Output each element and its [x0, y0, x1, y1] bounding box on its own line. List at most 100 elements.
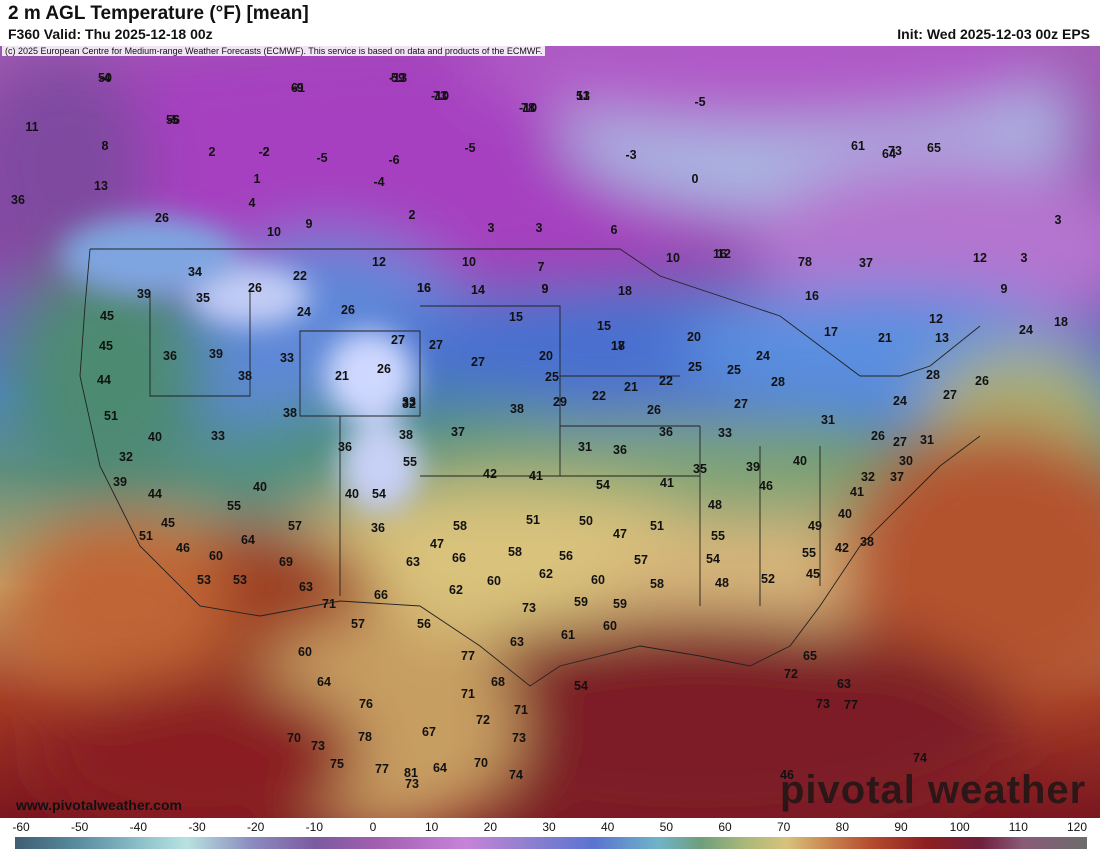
temperature-value: 36: [659, 425, 673, 439]
temperature-value: -10: [519, 101, 537, 115]
temperature-value: 47: [613, 527, 627, 541]
temperature-value: 73: [512, 731, 526, 745]
political-boundaries: [79, 248, 981, 687]
temperature-value: 16: [805, 289, 819, 303]
temperature-value: 45: [806, 567, 820, 581]
temperature-value: 40: [793, 454, 807, 468]
colorbar-tick: -50: [70, 820, 89, 834]
temperature-value: 44: [97, 373, 111, 387]
temperature-value: 36: [613, 443, 627, 457]
temperature-value: 73: [816, 697, 830, 711]
valid-time: F360 Valid: Thu 2025-12-18 00z: [8, 26, 213, 42]
temperature-value: 40: [345, 487, 359, 501]
temperature-value: 12: [929, 312, 943, 326]
temperature-value: 55: [227, 499, 241, 513]
temperature-value: 26: [341, 303, 355, 317]
temperature-value: 9: [542, 282, 549, 296]
temperature-value: 26: [975, 374, 989, 388]
temperature-value: 57: [634, 553, 648, 567]
colorbar: -60 -50 -40 -30 -20 -10 0 10 20 30 40 50 60 70 80 90 100…: [0, 818, 1100, 850]
temperature-value: 38: [283, 406, 297, 420]
temperature-value: 9: [542, 282, 549, 296]
temperature-value: 33: [718, 426, 732, 440]
temperature-value: 78: [798, 255, 812, 269]
temperature-value: 62: [539, 567, 553, 581]
temperature-value: 25: [545, 370, 559, 384]
canada-border-east: [619, 248, 981, 377]
temperature-value: 59: [391, 71, 405, 85]
temperature-map[interactable]: -4 -13 -9 -10 -10 11 -5 11 -5 -2 -5 8 2 -2 -5 -6 -3 1 -4 0 1…: [0, 46, 1100, 818]
temperature-value: 56: [417, 617, 431, 631]
temperature-value: 10: [666, 251, 680, 265]
temperature-value: 61: [291, 81, 305, 95]
temperature-value: -2: [258, 145, 269, 159]
temperature-value: 26: [248, 281, 262, 295]
temperature-value: 78: [521, 101, 535, 115]
temperature-value: 50: [579, 514, 593, 528]
temperature-value: 32: [402, 397, 416, 411]
temperature-value: 2: [409, 208, 416, 222]
temperature-value: 28: [926, 368, 940, 382]
temperature-value: 38: [399, 428, 413, 442]
temperature-value: 36: [338, 440, 352, 454]
temperature-value: 39: [746, 460, 760, 474]
colorbar-tick: -40: [129, 820, 147, 834]
temperature-value: 32: [119, 450, 133, 464]
temperature-value: 12: [372, 255, 386, 269]
colorbar-tick: -10: [305, 820, 323, 834]
temperature-value: 26: [377, 362, 391, 376]
temperature-value: 8: [102, 139, 109, 153]
temperature-value: 32: [861, 470, 875, 484]
temperature-value: 41: [529, 469, 543, 483]
site-url[interactable]: www.pivotalweather.com: [16, 797, 182, 813]
temperature-value: 18: [618, 284, 632, 298]
temperature-value: 24: [297, 305, 311, 319]
colorbar-tick: 110: [1008, 820, 1028, 834]
temperature-value: 20: [539, 349, 553, 363]
temperature-value: 78: [358, 730, 372, 744]
temperature-value: 11: [25, 120, 38, 134]
temperature-value: 16: [417, 281, 431, 295]
temperature-value: 48: [715, 576, 729, 590]
colorbar-tick: 20: [483, 820, 498, 834]
temperature-value: 36: [163, 349, 177, 363]
colorbar-tick: 100: [949, 820, 970, 834]
west-coast: [79, 248, 261, 617]
temperature-value: 12: [973, 251, 987, 265]
temperature-value: 39: [137, 287, 151, 301]
temperature-field: [0, 46, 1100, 818]
temperature-value: 11: [576, 89, 589, 103]
temperature-value: 64: [882, 147, 896, 161]
temperature-value: 10: [267, 225, 281, 239]
temperature-value: 69: [279, 555, 293, 569]
state-lines-southeast: [699, 426, 821, 606]
temperature-value: 14: [471, 283, 485, 297]
temperature-value: 44: [148, 487, 162, 501]
temperature-value: 56: [166, 113, 180, 127]
temperature-value: 39: [209, 347, 223, 361]
temperature-value: 60: [298, 645, 312, 659]
temperature-value: 76: [359, 697, 373, 711]
colorbar-tick: 50: [659, 820, 674, 834]
temperature-value: 42: [835, 541, 849, 555]
colorbar-tick: 60: [718, 820, 732, 834]
temperature-value: 73: [433, 89, 447, 103]
temperature-value: 7: [538, 260, 545, 274]
temperature-value: 17: [824, 325, 838, 339]
temperature-value: 62: [449, 583, 463, 597]
state-lines-colorado: [299, 330, 421, 417]
temperature-value: 63: [510, 635, 524, 649]
temperature-value: 67: [422, 725, 436, 739]
temperature-value: 39: [113, 475, 127, 489]
temperature-value: 6: [611, 223, 618, 237]
temperature-value: 9: [1001, 282, 1008, 296]
temperature-value: 63: [837, 677, 851, 691]
temperature-value: -3: [625, 148, 636, 162]
temperature-value: 64: [241, 533, 255, 547]
temperature-value: 2: [209, 145, 216, 159]
temperature-value: 45: [161, 516, 175, 530]
temperature-value: -13: [389, 71, 407, 85]
temperature-value: 20: [687, 330, 701, 344]
colorbar-tick: 10: [424, 820, 439, 834]
